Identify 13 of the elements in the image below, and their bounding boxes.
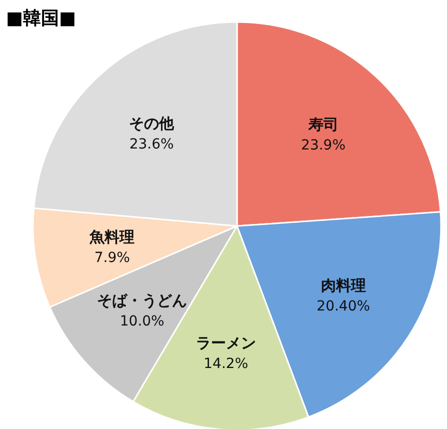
chart-title: ■韓国■	[6, 8, 76, 29]
slice-label: 魚料理	[88, 228, 135, 246]
slice-label: ラーメン	[196, 334, 256, 352]
slice-label: 肉料理	[320, 276, 366, 294]
data-label: 7.9%	[94, 250, 130, 266]
slice-label: その他	[129, 114, 176, 133]
data-label: 23.6%	[129, 136, 174, 153]
data-label: 23.9%	[301, 138, 346, 154]
slice-label: 寿司	[307, 116, 338, 134]
data-label: 14.2%	[204, 356, 248, 372]
data-label: 10.0%	[120, 314, 164, 330]
data-label: 20.40%	[316, 298, 370, 314]
slice-label: そば・うどん	[97, 292, 188, 310]
